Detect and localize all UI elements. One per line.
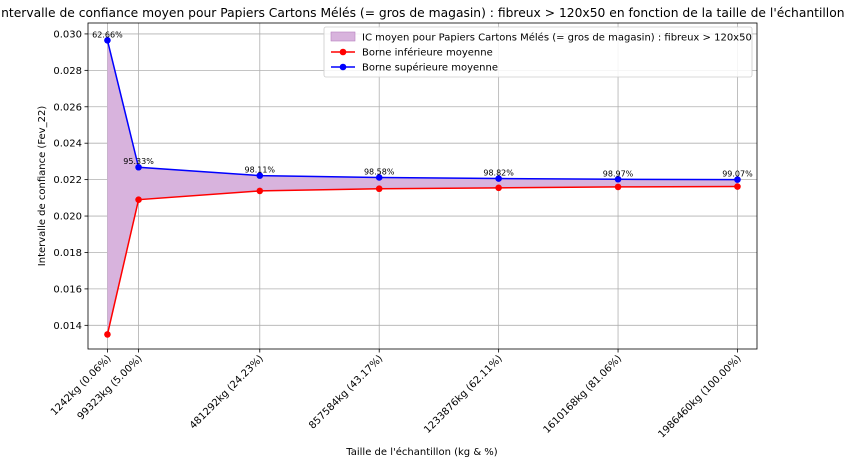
upper-bound-point — [375, 174, 383, 181]
chart-title: Intervalle de confiance moyen pour Papie… — [0, 6, 844, 20]
confidence-fill — [107, 40, 738, 335]
plot-frame — [87, 22, 758, 350]
x-axis-ticks: 1242kg (0.06%)99323kg (5.00%) 481292kg (2… — [49, 349, 744, 440]
x-tick-label: 1610168kg (81.06%) — [542, 353, 625, 436]
data-label: 99.07% — [722, 170, 753, 179]
legend-fill-label: IC moyen pour Papiers Cartons Mélés (= g… — [362, 32, 752, 44]
legend-lower-label: Borne inférieure moyenne — [362, 47, 493, 59]
y-tick-label: 0.018 — [53, 248, 82, 259]
legend-lower-marker — [339, 48, 347, 56]
annotations: 62.66% 95.33% 98.11% 98.58% 98.82% 98.97% 99.0… — [92, 30, 753, 178]
x-tick-label: 1233876kg (62.11%) — [422, 353, 505, 436]
y-tick-label: 0.030 — [53, 29, 82, 40]
upper-bound-point — [614, 175, 622, 183]
confidence-area — [107, 40, 738, 335]
lower-bound-point — [375, 185, 383, 193]
y-tick-label: 0.028 — [53, 66, 82, 77]
data-label: 98.11% — [245, 166, 276, 175]
upper-bound-point — [256, 172, 264, 179]
lower-bound-point — [734, 183, 741, 190]
legend-fill-swatch — [330, 31, 356, 42]
data-label: 95.33% — [123, 157, 154, 166]
data-label: 98.97% — [603, 169, 634, 178]
x-tick-label: 481292kg (24.23%) — [188, 353, 266, 431]
y-tick-label: 0.022 — [53, 175, 82, 186]
y-tick-label: 0.024 — [53, 139, 82, 150]
y-tick-label: 0.026 — [53, 102, 82, 113]
legend: IC moyen pour Papiers Cartons Mélés (= g… — [323, 26, 753, 78]
lower-bound-point — [256, 187, 264, 195]
y-tick-label: 0.014 — [53, 321, 82, 332]
y-axis-ticks: 0.014 0.016 0.018 0.020 0.022 0.024 0.026 0.028… — [53, 29, 88, 332]
lower-bound-point — [104, 331, 111, 338]
data-label: 62.66% — [92, 30, 123, 39]
legend-box — [323, 26, 753, 78]
legend-upper-marker — [339, 63, 347, 71]
y-tick-label: 0.016 — [53, 284, 82, 295]
lower-bound-point — [135, 196, 142, 203]
lower-bound-point — [614, 183, 622, 191]
data-label: 98.82% — [483, 169, 514, 178]
lower-bound-point — [495, 184, 502, 192]
upper-bound-point — [734, 176, 741, 183]
x-tick-label: 1986460kg (100.00%) — [657, 353, 744, 440]
y-tick-label: 0.020 — [53, 212, 82, 223]
upper-bound-point — [104, 37, 111, 44]
x-axis-label: Taille de l'échantillon (kg & %) — [345, 446, 497, 458]
legend-upper-label: Borne supérieure moyenne — [362, 62, 498, 74]
upper-bound-point — [135, 163, 142, 171]
y-axis-label: Intervalle de confiance (Fev_22) — [37, 106, 48, 267]
x-tick-label: 857584kg (43.17%) — [307, 353, 385, 431]
data-label: 98.58% — [364, 167, 395, 176]
upper-bound-point — [495, 175, 502, 182]
series-points — [104, 37, 741, 338]
